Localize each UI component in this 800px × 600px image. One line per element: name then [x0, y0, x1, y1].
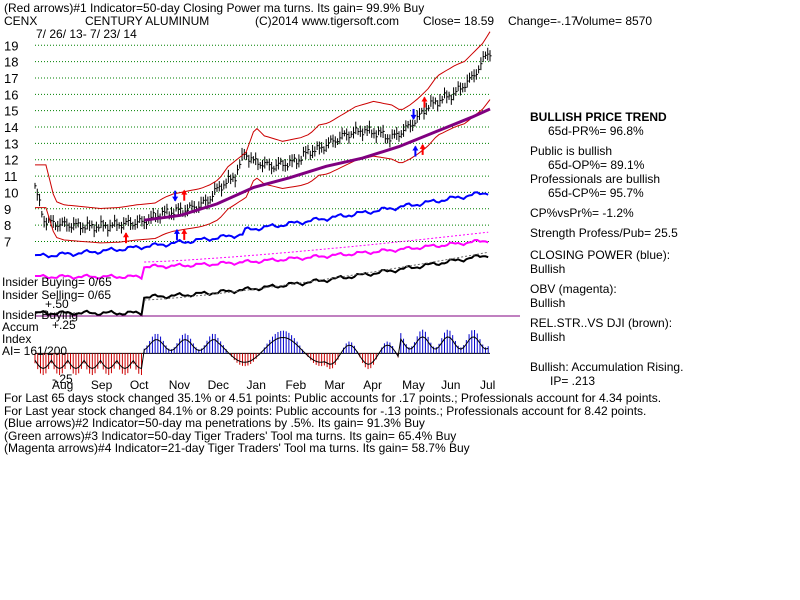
x-tick-feb: Feb — [285, 378, 306, 392]
accum-avg-line — [34, 336, 489, 370]
volume-value: Volume= 8570 — [575, 14, 653, 28]
right-panel: BULLISH PRICE TREND 65d-PR%= 96.8% Publi… — [530, 110, 683, 388]
y-tick-10: 10 — [4, 185, 18, 200]
lower-band — [35, 99, 491, 244]
signal-arrow-head — [173, 228, 180, 234]
y-tick-15: 15 — [4, 104, 18, 119]
x-tick-sep: Sep — [91, 378, 113, 392]
signal-arrow-head — [123, 232, 129, 238]
ticker: CENX — [4, 14, 38, 28]
signal-arrow-head — [412, 145, 419, 151]
x-tick-nov: Nov — [169, 378, 190, 392]
x-tick-jul: Jul — [480, 378, 495, 392]
footer: For Last 65 days stock changed 35.1% or … — [4, 392, 661, 455]
rel-str-value: Bullish — [530, 330, 566, 344]
insider-selling: Insider Selling= 0/65 — [2, 288, 112, 302]
cp-vs-pr: CP%vsPr%= -1.2% — [530, 206, 634, 220]
x-tick-mar: Mar — [324, 378, 345, 392]
signal-arrow-head — [410, 114, 417, 120]
rel-str-line — [35, 254, 489, 317]
pro-value: 65d-CP%= 95.7% — [548, 186, 644, 200]
y-tick-18: 18 — [4, 55, 18, 70]
rel-str-ma-line — [144, 251, 489, 301]
y-tick-12: 12 — [4, 153, 18, 168]
ma50-line — [143, 107, 491, 222]
trend-title: BULLISH PRICE TREND — [530, 110, 667, 124]
upper-band — [35, 31, 491, 210]
close-value: Close= 18.59 — [423, 14, 495, 28]
pro-title: Professionals are bullish — [530, 172, 661, 186]
signal-arrow-head — [419, 143, 426, 149]
y-tick-11: 11 — [4, 169, 18, 184]
x-tick-dec: Dec — [208, 378, 229, 392]
y-tick-9: 9 — [4, 202, 11, 217]
footer-line-3: (Blue arrows)#2 Indicator=50-day ma pene… — [4, 416, 425, 430]
obv-title: OBV (magenta): — [530, 282, 617, 296]
grid — [35, 44, 490, 242]
change-value: Change=-.17 — [508, 14, 578, 28]
x-tick-apr: Apr — [363, 378, 382, 392]
y-tick-8: 8 — [4, 218, 11, 233]
y-tick-17: 17 — [4, 71, 18, 86]
x-tick-aug: Aug — [52, 378, 73, 392]
accum-label: Accum — [2, 320, 39, 334]
x-tick-jan: Jan — [247, 378, 266, 392]
signal-arrow-head — [181, 189, 188, 195]
x-tick-may: May — [402, 378, 425, 392]
strength-ratio: Strength Profess/Pub= 25.5 — [530, 226, 678, 240]
price-panel — [34, 31, 492, 244]
header-red-arrows: (Red arrows)#1 Indicator=50-day Closing … — [4, 1, 425, 15]
obv-value: Bullish — [530, 296, 566, 310]
acc-mid-level: +.25 — [52, 318, 76, 332]
company-name: CENTURY ALUMINUM — [85, 14, 210, 28]
y-tick-19: 19 — [4, 38, 18, 53]
public-title: Public is bullish — [530, 144, 613, 158]
obv-ma-line — [144, 231, 489, 263]
y-tick-13: 13 — [4, 136, 18, 151]
y-tick-7: 7 — [4, 234, 11, 249]
accum-title: Bullish: Accumulation Rising. — [530, 360, 684, 374]
x-tick-jun: Jun — [441, 378, 460, 392]
rel-str-title: REL.STR..VS DJI (brown): — [530, 316, 673, 330]
signal-arrow-head — [421, 96, 428, 102]
ai-value: AI= 161/200 — [2, 344, 68, 358]
footer-line-2: For Last year stock changed 84.1% or 8.2… — [4, 403, 647, 418]
ip-value: IP= .213 — [550, 374, 596, 388]
acc-top-level: +.50 — [45, 297, 69, 311]
footer-line-1: For Last 65 days stock changed 35.1% or … — [4, 391, 662, 405]
closing-power-line — [34, 191, 489, 259]
insider-buying: Insider Buying= 0/65 — [2, 275, 112, 289]
closing-power-title: CLOSING POWER (blue): — [530, 248, 671, 262]
copyright: (C)2014 www.tigersoft.com — [255, 14, 400, 28]
footer-line-5: (Magenta arrows)#4 Indicator=21-day Tige… — [4, 441, 470, 455]
insider-buying-2: Insider Buying — [2, 308, 79, 322]
x-tick-oct: Oct — [130, 378, 149, 392]
y-tick-14: 14 — [4, 120, 18, 135]
public-value: 65d-OP%= 89.1% — [548, 158, 645, 172]
index-label: Index — [2, 332, 32, 346]
date-range: 7/ 26/ 13- 7/ 23/ 14 — [36, 27, 137, 41]
signal-arrow-head — [172, 196, 179, 202]
acc-bottom-level: -.25 — [52, 372, 73, 386]
accumulation-panel — [34, 315, 520, 376]
trend-value: 65d-PR%= 96.8% — [548, 124, 644, 138]
footer-line-4: (Green arrows)#3 Indicator=50-day Tiger … — [4, 428, 457, 443]
signal-arrow-head — [181, 228, 188, 234]
obv-line — [35, 238, 489, 281]
indicator-panel — [34, 191, 489, 317]
closing-power-value: Bullish — [530, 262, 566, 276]
y-tick-16: 16 — [4, 87, 18, 102]
